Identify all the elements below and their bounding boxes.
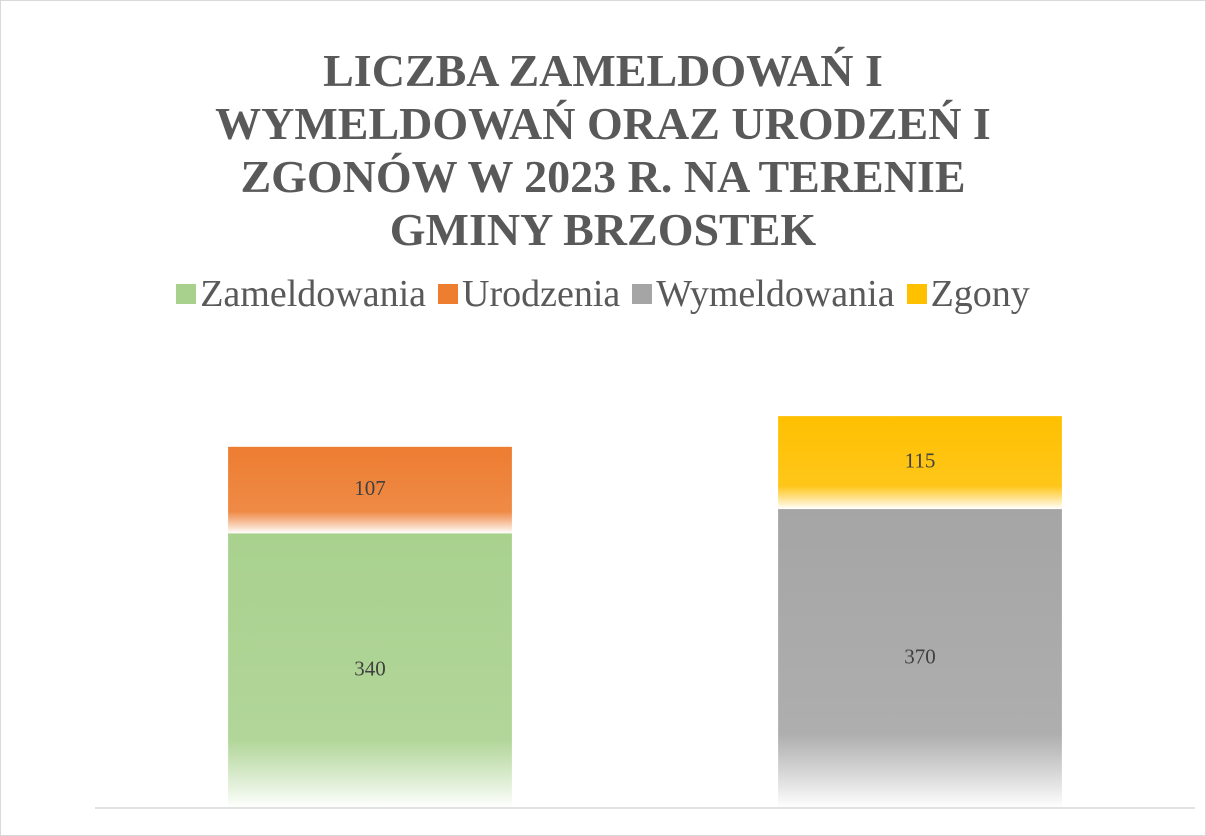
legend-label: Zameldowania: [200, 273, 426, 315]
legend-swatch: [438, 284, 458, 304]
legend-item: Wymeldowania: [632, 272, 895, 316]
chart-title: LICZBA ZAMELDOWAŃ I WYMELDOWAŃ ORAZ UROD…: [215, 45, 991, 255]
legend-swatch: [632, 284, 653, 304]
data-label: 107: [354, 476, 386, 500]
legend-item: Urodzenia: [438, 272, 620, 316]
legend-swatch: [176, 284, 197, 304]
legend-swatch: [906, 284, 927, 304]
legend-label: Wymeldowania: [656, 273, 895, 315]
bar-segment: [228, 446, 512, 534]
data-label: 370: [904, 644, 936, 668]
bar-segment: [778, 416, 1062, 510]
legend-label: Urodzenia: [462, 273, 621, 315]
legend-label: Zgony: [930, 273, 1030, 315]
legend: Zameldowania Urodzenia Wymeldowania Zgony: [0, 272, 1206, 316]
legend-item: Zgony: [906, 272, 1030, 316]
bar-segment: [778, 509, 1062, 808]
bar-segment: [228, 533, 512, 808]
legend-item: Zameldowania: [176, 272, 426, 316]
data-label: 340: [354, 656, 386, 680]
data-label: 115: [905, 448, 936, 472]
